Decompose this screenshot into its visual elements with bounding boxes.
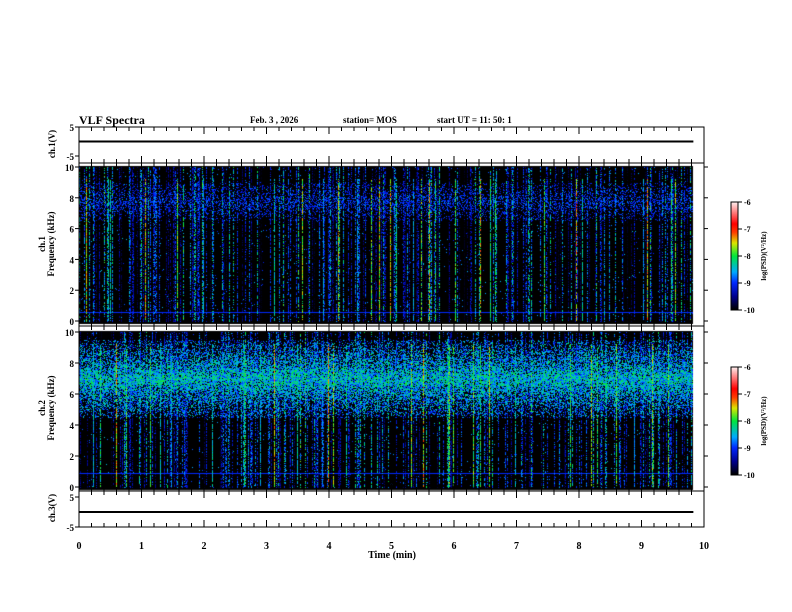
ch2-spectrogram-frame — [78, 325, 705, 492]
y-tick-label: 6 — [70, 225, 75, 235]
colorbar-tick-label: -8 — [744, 417, 751, 426]
y-tick-label: 8 — [70, 359, 75, 369]
y-tick-label: -5 — [67, 523, 75, 533]
x-tick-label: 6 — [452, 541, 457, 552]
x-tick-label: 5 — [389, 541, 394, 552]
x-tick-label: 8 — [577, 541, 582, 552]
y-tick-label: 0 — [70, 317, 75, 327]
ch2-spectrogram-image — [79, 326, 704, 491]
colorbar-label: log(PSD)(V²/Hz) — [760, 231, 768, 281]
figure-title: VLF Spectra — [79, 113, 145, 127]
ch2-colorbar — [731, 367, 738, 475]
date-label: Feb. 3 , 2026 — [250, 115, 299, 125]
x-tick-label: 0 — [77, 541, 82, 552]
y-tick-label: 4 — [70, 255, 75, 265]
colorbar-tick-label: -8 — [744, 252, 751, 261]
x-tick-label: 9 — [639, 541, 644, 552]
y-tick-label: 10 — [65, 163, 75, 173]
x-tick-label: 3 — [264, 541, 269, 552]
y-tick-label: 2 — [70, 286, 75, 296]
colorbar-tick-label: -9 — [744, 279, 751, 288]
ch1-spectrogram-ylabel-frequency: Frequency (kHz) — [46, 210, 56, 277]
colorbar-tick-label: -10 — [744, 306, 755, 315]
y-tick-label: 4 — [70, 421, 75, 431]
ch1-spectrogram-image — [79, 163, 704, 325]
x-tick-label: 2 — [202, 541, 207, 552]
colorbar-label: log(PSD)(V²/Hz) — [760, 396, 768, 446]
colorbar-frame — [730, 366, 739, 476]
ch1-waveform-ylabel: ch.1(V) — [47, 129, 57, 159]
y-tick-label: -5 — [67, 152, 75, 162]
y-tick-label: 6 — [70, 390, 75, 400]
y-tick-label: 5 — [70, 123, 75, 133]
ch2-spectrogram-ylabel-frequency: Frequency (kHz) — [46, 374, 56, 441]
station-label: station= MOS — [343, 115, 397, 125]
x-tick-label: 1 — [139, 541, 144, 552]
colorbar-tick-label: -7 — [744, 390, 751, 399]
x-tick-label: 4 — [327, 541, 332, 552]
colorbar-tick-label: -7 — [744, 225, 751, 234]
y-tick-label: 0 — [70, 483, 75, 493]
ch1-colorbar — [731, 202, 738, 310]
x-tick-label: 10 — [699, 541, 709, 552]
colorbar-tick-label: -10 — [744, 471, 755, 480]
ch3-waveform-ylabel: ch.3(V) — [47, 493, 57, 523]
colorbar-tick-label: -6 — [744, 198, 751, 207]
colorbar-tick-label: -6 — [744, 363, 751, 372]
y-tick-label: 10 — [65, 328, 75, 338]
start-time-label: start UT = 11: 50: 1 — [437, 115, 512, 125]
colorbar-frame — [730, 201, 739, 311]
y-tick-label: 5 — [70, 493, 75, 503]
x-axis-label: Time (min) — [368, 550, 416, 561]
y-tick-label: 8 — [70, 194, 75, 204]
ch1-spectrogram-frame — [78, 162, 705, 327]
y-tick-label: 2 — [70, 452, 75, 462]
colorbar-tick-label: -9 — [744, 444, 751, 453]
x-tick-label: 7 — [514, 541, 519, 552]
